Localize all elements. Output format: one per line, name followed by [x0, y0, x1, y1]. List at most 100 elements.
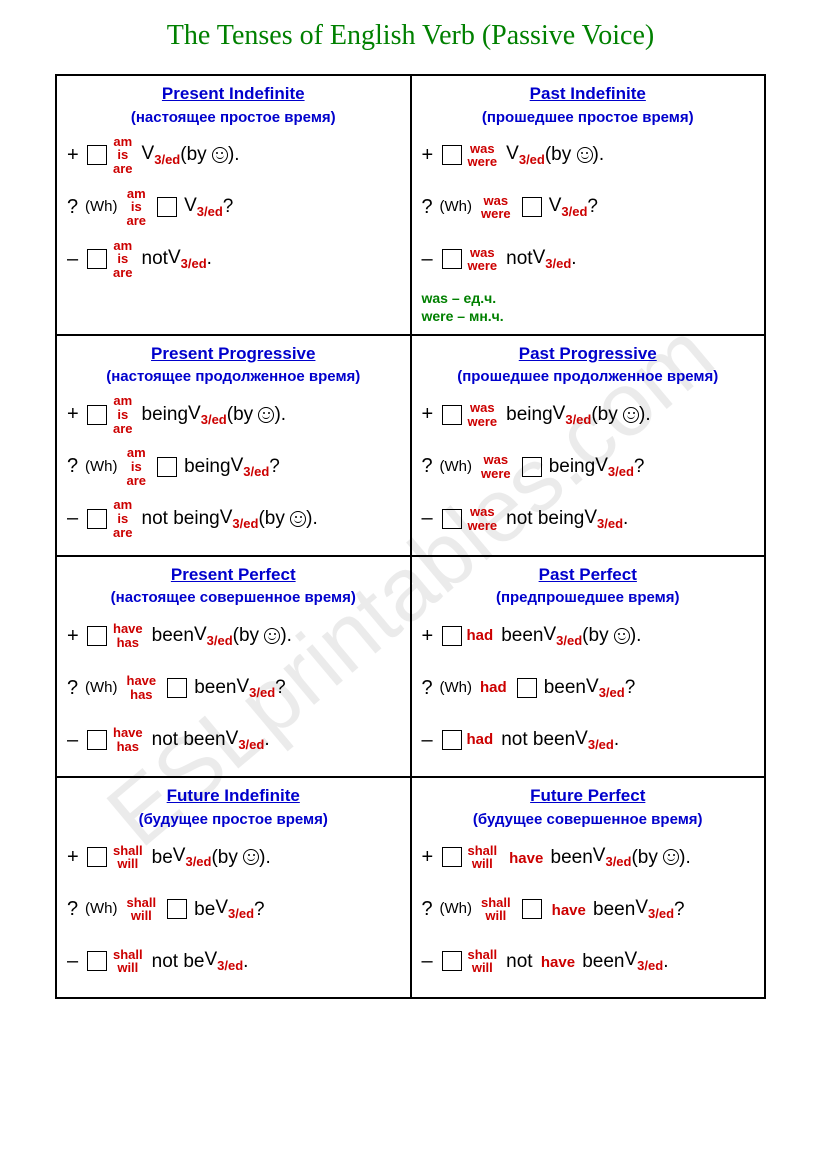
verb-v3: V3/ed [231, 454, 270, 480]
aux-single: had [467, 731, 494, 750]
subject-box [442, 730, 462, 750]
tense-cell: Present Progressive (настоящее продолжен… [56, 335, 411, 556]
question-row: ?(Wh) shallwill have been V3/ed ? [422, 885, 755, 933]
verb-v3: V3/ed [215, 896, 254, 922]
negative-row: – had not been V3/ed. [422, 716, 755, 764]
subject-box [442, 509, 462, 529]
verb-v3: V3/ed [575, 727, 614, 753]
tense-title: Past Progressive [519, 344, 657, 363]
tense-cell: Future Perfect (будущее совершенное врем… [411, 777, 766, 998]
smiley-icon [614, 628, 630, 644]
verb-v3: V3/ed [188, 402, 227, 428]
tense-cell: Past Perfect (предпрошедшее время) + had… [411, 556, 766, 777]
negative-row: – shallwill not be V3/ed. [67, 937, 400, 985]
cell-header: Present Progressive (настоящее продолжен… [67, 342, 400, 387]
cell-header: Present Perfect (настоящее совершенное в… [67, 563, 400, 608]
aux-stack: havehas [113, 622, 143, 649]
verb-v3: V3/ed [220, 506, 259, 532]
subject-box [167, 899, 187, 919]
tense-cell: Present Indefinite (настоящее простое вр… [56, 75, 411, 335]
aux-stack: shallwill [481, 896, 511, 923]
tense-subtitle: (прошедшее продолженное время) [457, 368, 718, 385]
verb-v3: V3/ed [593, 844, 632, 870]
tense-grid: Present Indefinite (настоящее простое вр… [55, 74, 766, 999]
aux-stack: waswere [481, 194, 511, 221]
tense-subtitle: (будущее совершенное время) [473, 811, 703, 828]
cell-note: was – ед.ч.were – мн.ч. [422, 289, 755, 325]
smiley-icon [258, 407, 274, 423]
tense-cell: Present Perfect (настоящее совершенное в… [56, 556, 411, 777]
question-row: ?(Wh) waswere being V3/ed ? [422, 443, 755, 491]
verb-v3: V3/ed [194, 623, 233, 649]
verb-v3: V3/ed [226, 727, 265, 753]
tense-subtitle: (прошедшее простое время) [482, 109, 694, 126]
question-row: ?(Wh) havehas been V3/ed ? [67, 664, 400, 712]
page-title: The Tenses of English Verb (Passive Voic… [55, 20, 766, 52]
aux-stack: waswere [468, 401, 498, 428]
verb-v3: V3/ed [584, 506, 623, 532]
smiley-icon [243, 849, 259, 865]
verb-v3: V3/ed [204, 948, 243, 974]
affirmative-row: + waswere being V3/ed (by ). [422, 391, 755, 439]
subject-box [157, 457, 177, 477]
verb-v3: V3/ed [184, 194, 223, 220]
verb-v3: V3/ed [553, 402, 592, 428]
affirmative-row: + shallwill have been V3/ed (by ). [422, 833, 755, 881]
tense-cell: Past Indefinite (прошедшее простое время… [411, 75, 766, 335]
aux-stack: amisare [113, 135, 133, 176]
smiley-icon [290, 511, 306, 527]
aux-stack: waswere [481, 453, 511, 480]
aux-stack: waswere [468, 505, 498, 532]
tense-title: Future Indefinite [167, 786, 300, 805]
verb-v3: V3/ed [142, 142, 181, 168]
smiley-icon [623, 407, 639, 423]
aux-stack: shallwill [127, 896, 157, 923]
aux-stack: amisare [113, 498, 133, 539]
subject-box [87, 626, 107, 646]
verb-v3: V3/ed [624, 948, 663, 974]
verb-v3: V3/ed [595, 454, 634, 480]
affirmative-row: + waswere V3/ed (by ). [422, 131, 755, 179]
tense-title: Present Perfect [171, 565, 296, 584]
aux-stack: havehas [113, 726, 143, 753]
question-row: ?(Wh) waswere V3/ed ? [422, 183, 755, 231]
subject-box [87, 509, 107, 529]
tense-subtitle: (настоящее продолженное время) [106, 368, 360, 385]
subject-box [157, 197, 177, 217]
aux-single: had [480, 679, 507, 698]
aux-stack: shallwill [468, 948, 498, 975]
tense-subtitle: (будущее простое время) [139, 811, 328, 828]
tense-title: Future Perfect [530, 786, 645, 805]
aux-single: had [467, 627, 494, 646]
negative-row: – amisare not V3/ed. [67, 235, 400, 283]
cell-header: Past Indefinite (прошедшее простое время… [422, 82, 755, 127]
tense-subtitle: (предпрошедшее время) [496, 589, 680, 606]
negative-row: – shallwill not have been V3/ed. [422, 937, 755, 985]
cell-header: Past Progressive (прошедшее продолженное… [422, 342, 755, 387]
subject-box [522, 457, 542, 477]
cell-header: Present Indefinite (настоящее простое вр… [67, 82, 400, 127]
subject-box [87, 847, 107, 867]
tense-title: Present Progressive [151, 344, 315, 363]
smiley-icon [212, 147, 228, 163]
aux-stack: amisare [127, 187, 147, 228]
verb-v3: V3/ed [168, 246, 207, 272]
verb-v3: V3/ed [543, 623, 582, 649]
tense-title: Present Indefinite [162, 84, 305, 103]
question-row: ?(Wh) shallwill be V3/ed ? [67, 885, 400, 933]
aux-stack: shallwill [113, 948, 143, 975]
subject-box [167, 678, 187, 698]
subject-box [87, 145, 107, 165]
aux-stack: shallwill [468, 844, 498, 871]
tense-subtitle: (настоящее простое время) [131, 109, 336, 126]
cell-header: Future Perfect (будущее совершенное врем… [422, 784, 755, 829]
subject-box [442, 405, 462, 425]
question-row: ?(Wh) had been V3/ed ? [422, 664, 755, 712]
verb-v3: V3/ed [549, 194, 588, 220]
smiley-icon [264, 628, 280, 644]
subject-box [442, 626, 462, 646]
affirmative-row: + amisare being V3/ed (by ). [67, 391, 400, 439]
negative-row: – waswere not V3/ed. [422, 235, 755, 283]
subject-box [517, 678, 537, 698]
subject-box [87, 249, 107, 269]
